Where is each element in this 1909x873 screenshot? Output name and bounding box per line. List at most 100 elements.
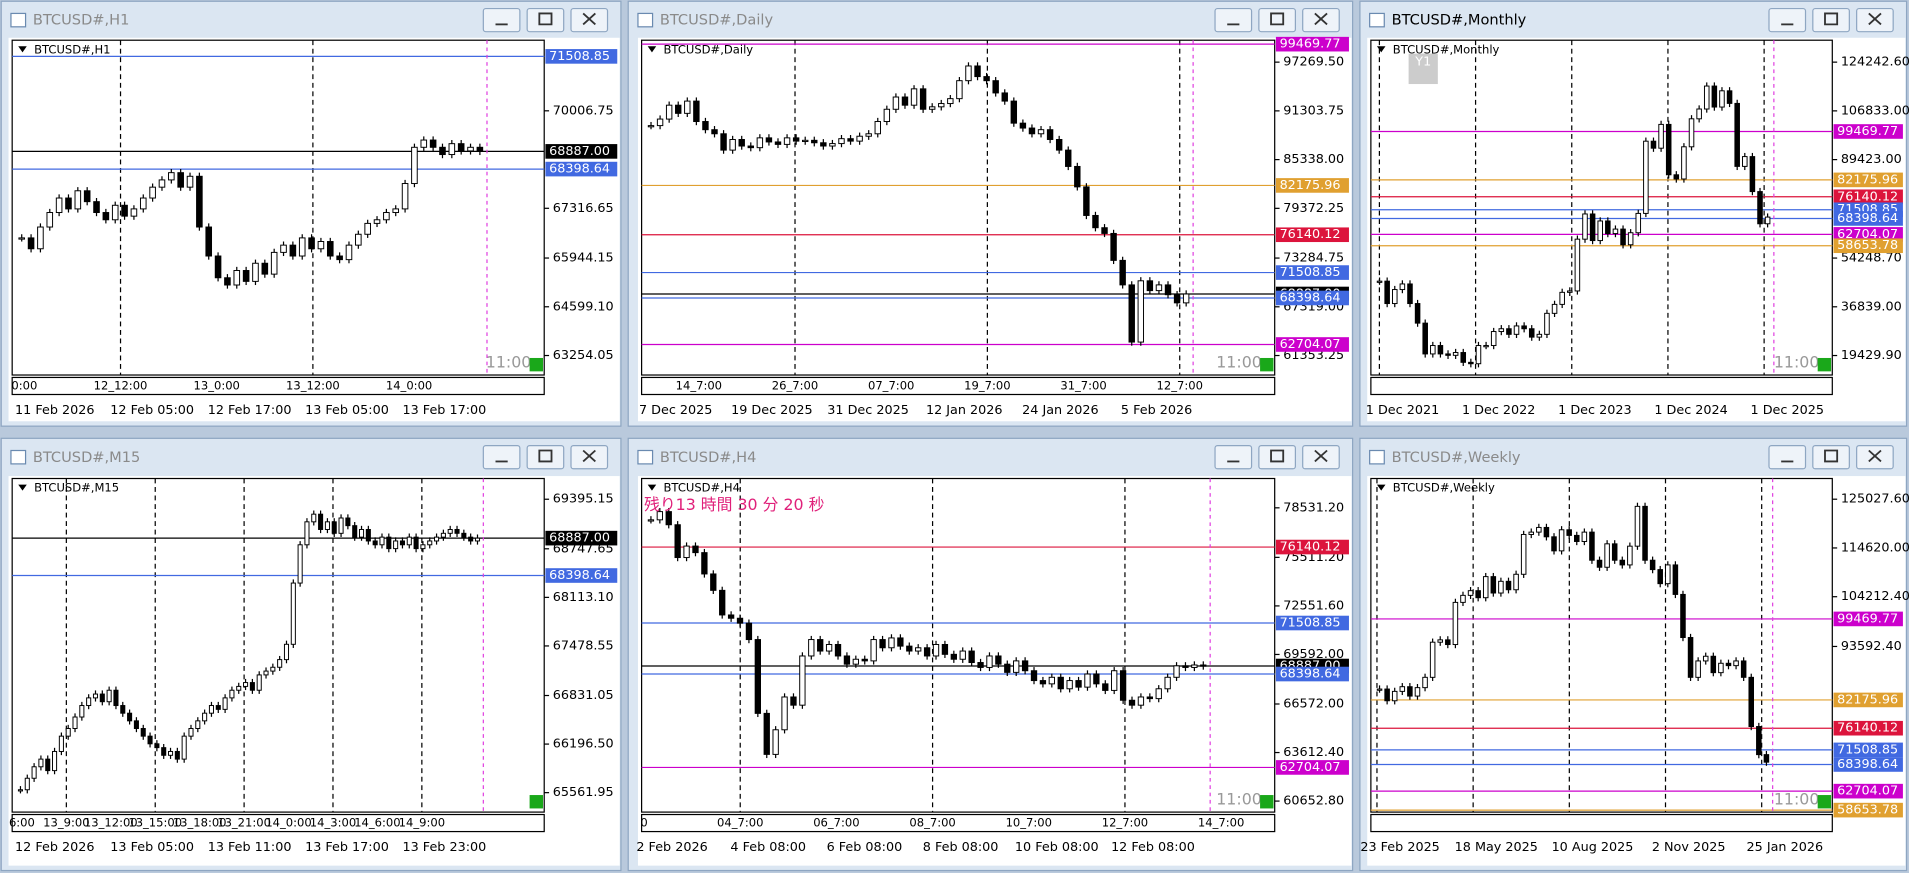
candle: [1460, 352, 1467, 363]
candle: [1718, 662, 1724, 674]
candle: [1611, 543, 1618, 561]
candle: [941, 643, 949, 655]
candle: [1643, 140, 1649, 214]
date-label: 1 Dec 2024: [1654, 403, 1727, 418]
minimize-button[interactable]: [1214, 445, 1253, 470]
price-level-label: 68398.64: [1837, 757, 1898, 772]
candle: [1673, 174, 1680, 180]
y-tick-label: 67316.65: [553, 201, 614, 216]
candle: [205, 226, 213, 257]
candle: [910, 88, 918, 106]
time-label: 13_18:00: [173, 816, 227, 830]
candle: [1407, 686, 1413, 697]
candle: [420, 544, 426, 550]
candle: [1734, 102, 1740, 167]
candle: [411, 146, 418, 185]
candle: [72, 716, 78, 729]
candle: [1634, 505, 1641, 547]
candle: [852, 658, 859, 665]
price-level-tag: [1275, 36, 1349, 52]
candle: [24, 777, 30, 791]
candle: [1399, 283, 1406, 291]
candle: [1756, 726, 1762, 756]
candle: [427, 540, 433, 546]
date-label: 8 Feb 08:00: [923, 840, 999, 855]
candle: [1407, 283, 1413, 305]
price-level-label: 99469.77: [1837, 611, 1898, 626]
candle: [1422, 322, 1428, 355]
period-button[interactable]: [1408, 53, 1438, 85]
y-tick-label: 65944.15: [553, 251, 614, 266]
candle: [1137, 280, 1145, 343]
candle: [92, 693, 99, 699]
time-label: 14_7:00: [676, 378, 722, 392]
candle: [702, 121, 709, 131]
price-level-label: 68398.64: [549, 162, 610, 177]
countdown: 残り13 時間 30 分 20 秒: [644, 495, 825, 514]
maximize-button[interactable]: [1812, 7, 1850, 33]
candle: [121, 204, 128, 217]
time-axis: [641, 376, 1276, 396]
candle: [111, 204, 119, 221]
minimize-button[interactable]: [1214, 7, 1253, 33]
minimize-button[interactable]: [1768, 7, 1807, 33]
price-level-label: 71508.85: [1837, 742, 1898, 757]
candle: [1551, 536, 1557, 552]
minimize-button[interactable]: [482, 445, 521, 470]
maximize-button[interactable]: [1258, 445, 1297, 470]
candle: [304, 521, 310, 546]
y-tick-label: 69395.15: [553, 492, 614, 507]
maximize-button[interactable]: [526, 7, 565, 33]
candle: [46, 212, 54, 228]
candle: [1740, 660, 1747, 678]
candle: [1513, 325, 1520, 335]
candle: [736, 617, 744, 624]
plot-border: [641, 39, 1276, 376]
candle: [215, 705, 221, 710]
time-label: 12_12:00: [94, 378, 148, 392]
minimize-button[interactable]: [482, 7, 521, 33]
maximize-button[interactable]: [1258, 7, 1297, 33]
candle: [865, 133, 872, 137]
candle: [222, 697, 228, 710]
candle: [1710, 655, 1717, 674]
candle: [825, 643, 833, 652]
window-title: BTCUSD#,Monthly: [1392, 12, 1527, 29]
chart-window: BTCUSD#,Daily BTCUSD#,Daily 97269.50 91303.…: [627, 0, 1354, 427]
chart-label: BTCUSD#,Monthly: [1393, 42, 1500, 56]
candle: [83, 190, 91, 203]
candle: [1505, 580, 1512, 591]
candle: [1748, 676, 1755, 728]
date-label: 7 Dec 2025: [639, 403, 712, 418]
candle: [1596, 559, 1603, 568]
candle: [956, 80, 963, 100]
candle: [277, 659, 283, 668]
time-label: 19_7:00: [964, 378, 1010, 392]
maximize-button[interactable]: [526, 445, 565, 470]
price-level-label: 58653.78: [1837, 238, 1898, 253]
chart-area: [637, 37, 1352, 422]
price-level-label: 99469.77: [1837, 124, 1898, 139]
maximize-button[interactable]: [1812, 445, 1850, 470]
candle: [1001, 92, 1008, 102]
candle: [1475, 345, 1482, 365]
price-level-tag: [1833, 227, 1903, 242]
candle: [1536, 333, 1543, 338]
candle: [338, 517, 344, 534]
price-level-tag: [545, 568, 618, 583]
window-title: BTCUSD#,Daily: [660, 12, 774, 29]
candle: [968, 650, 975, 664]
date-label: 2 Nov 2025: [1652, 840, 1726, 855]
candle: [870, 639, 877, 662]
candle: [283, 643, 290, 661]
candle: [1030, 670, 1038, 682]
y-tick-label: 106833.00: [1841, 103, 1909, 118]
minimize-button[interactable]: [1768, 445, 1807, 470]
maximize-icon: [1824, 449, 1839, 463]
candle: [720, 133, 727, 151]
candle: [113, 689, 119, 707]
candle: [242, 270, 250, 282]
candle: [154, 743, 160, 749]
status-indicator: [1260, 795, 1274, 809]
